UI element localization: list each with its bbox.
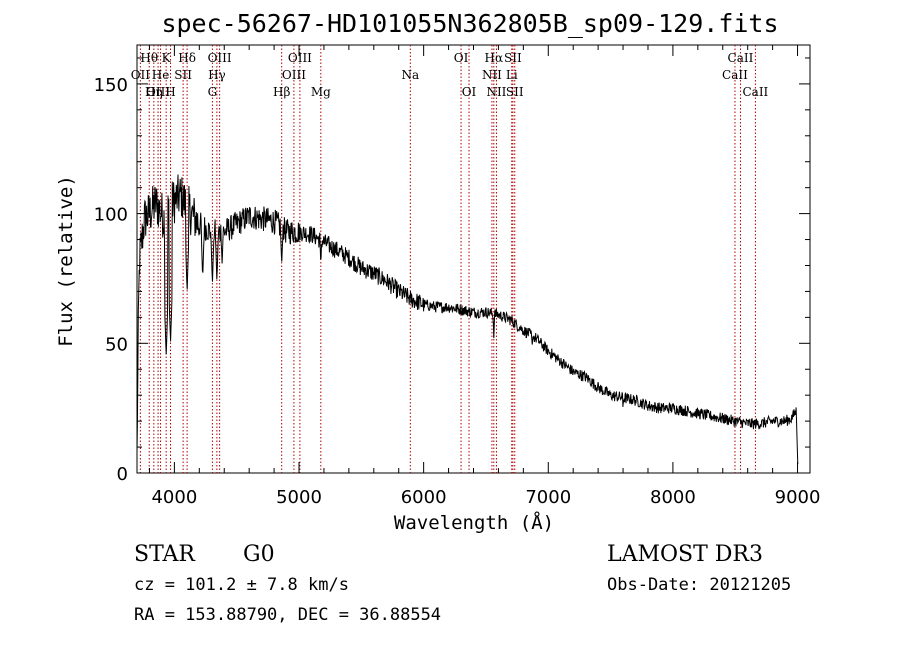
x-tick-label: 7000 [525, 487, 571, 508]
spectral-line-label: Hβ [273, 85, 290, 99]
observation-date: Obs-Date: 20121205 [607, 575, 791, 595]
survey-name: LAMOST DR3 [607, 542, 763, 567]
spectral-line-label: OIII [288, 51, 312, 65]
spectral-line-label: CaII [722, 68, 748, 82]
spectral-line-label: SII [506, 85, 524, 99]
object-class: STAR [134, 542, 196, 567]
spectral-line-label: G [208, 85, 218, 99]
spectral-line-label: SII [174, 68, 192, 82]
spectral-line-label: Hδ [178, 51, 196, 65]
x-tick-label: 8000 [650, 487, 696, 508]
spectral-line-label: OIII [146, 85, 170, 99]
spectral-line-label: Hθ [140, 51, 158, 65]
spectral-line-label: NII [482, 68, 502, 82]
spectral-line-label: OII [131, 68, 151, 82]
spectral-line-label: K [162, 51, 172, 65]
spectral-line-label: CaII [742, 85, 768, 99]
spectral-line-label: OI [454, 51, 469, 65]
spectral-line-label: OIII [282, 68, 306, 82]
y-tick-label: 100 [94, 205, 128, 226]
y-tick-label: 50 [105, 334, 128, 355]
spectral-line-label: OI [462, 85, 477, 99]
x-tick-label: 6000 [401, 487, 447, 508]
x-tick-label: 9000 [775, 487, 821, 508]
spectral-line-label: H [165, 85, 175, 99]
chart-title: spec-56267-HD101055N362805B_sp09-129.fit… [161, 9, 778, 38]
plot-frame [136, 44, 811, 474]
y-tick-label: 0 [117, 464, 128, 485]
spectral-line-markers [139, 45, 756, 473]
spectral-line-label: Hγ [208, 68, 226, 82]
spectral-line-label: Mg [311, 85, 331, 99]
spectral-line-label: Na [401, 68, 419, 82]
x-tick-label: 5000 [276, 487, 322, 508]
spectral-line-label: Hη [145, 85, 163, 99]
redshift-velocity: cz = 101.2 ± 7.8 km/s [134, 575, 349, 595]
y-tick-label: 150 [94, 75, 128, 96]
spectral-line-label: Hα [485, 51, 504, 65]
spectral-line-label: CaII [728, 51, 754, 65]
x-axis-ticks: 4000 5000 6000 7000 8000 9000 [148, 45, 821, 508]
y-axis-label: Flux (relative) [55, 175, 77, 347]
spectral-line-label: Li [506, 68, 518, 82]
spectral-line-label: SII [504, 51, 522, 65]
spectral-line-label: OIII [208, 51, 232, 65]
x-tick-label: 4000 [151, 487, 197, 508]
spectral-line-label: NII [486, 85, 506, 99]
object-subclass: G0 [243, 542, 275, 567]
spectrum-series-line [136, 174, 799, 465]
x-axis-label: Wavelength (Å) [394, 511, 554, 534]
y-axis-ticks: 0 50 100 150 [94, 57, 810, 485]
spectral-line-label: He [152, 68, 170, 82]
sky-coordinates: RA = 153.88790, DEC = 36.88554 [134, 605, 441, 625]
